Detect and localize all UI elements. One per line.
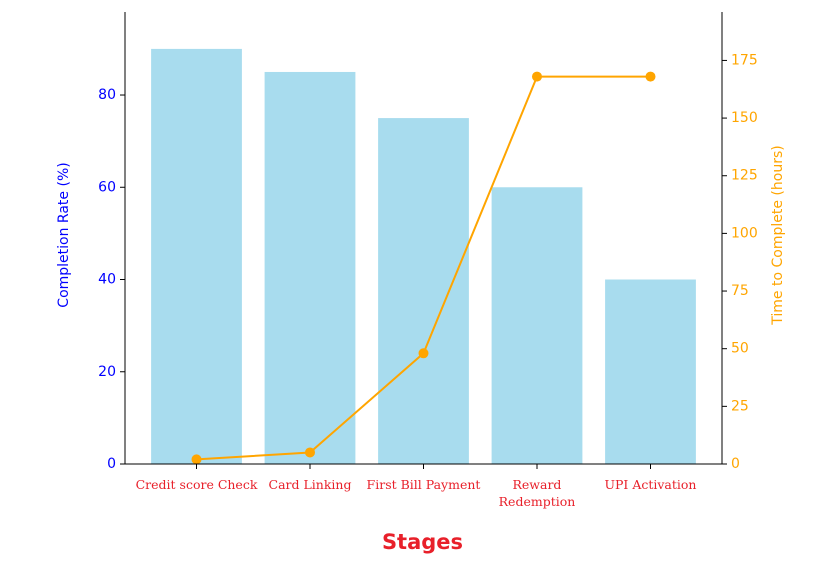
y2-tick-label: 0 xyxy=(731,456,740,472)
y2-tick-label: 175 xyxy=(731,52,758,68)
y-tick-label: 40 xyxy=(98,272,116,288)
point xyxy=(645,71,656,82)
y2-tick-label: 100 xyxy=(731,225,758,241)
x-tick-label: Credit score Check xyxy=(135,477,258,492)
x-tick-label: UPI Activation xyxy=(604,477,697,492)
x-axis-label: Stages xyxy=(381,530,464,554)
y2-tick-label: 125 xyxy=(731,168,758,184)
x-tick-label: Card Linking xyxy=(268,477,352,492)
y2-axis-label: Time to Complete (hours) xyxy=(770,145,786,325)
x-tick-label: Reward Redemption xyxy=(498,477,576,509)
bar xyxy=(605,279,696,464)
y-tick-label: 60 xyxy=(98,179,116,195)
point xyxy=(305,447,316,458)
y2-tick-label: 150 xyxy=(731,110,758,126)
y2-tick-label: 25 xyxy=(731,398,749,414)
x-tick-label: First Bill Payment xyxy=(366,477,481,492)
point xyxy=(531,71,542,82)
bar xyxy=(491,187,583,464)
y2-tick-label: 75 xyxy=(731,283,749,299)
bar xyxy=(151,48,242,465)
y-axis-label: Completion Rate (%) xyxy=(56,162,72,307)
y-tick-label: 80 xyxy=(98,87,116,103)
y-tick-label: 0 xyxy=(107,456,116,472)
point xyxy=(191,454,202,465)
bar xyxy=(378,118,469,464)
y-tick-label: 20 xyxy=(98,364,116,380)
y2-tick-label: 50 xyxy=(731,341,749,357)
bar xyxy=(264,71,356,465)
point xyxy=(418,348,429,359)
